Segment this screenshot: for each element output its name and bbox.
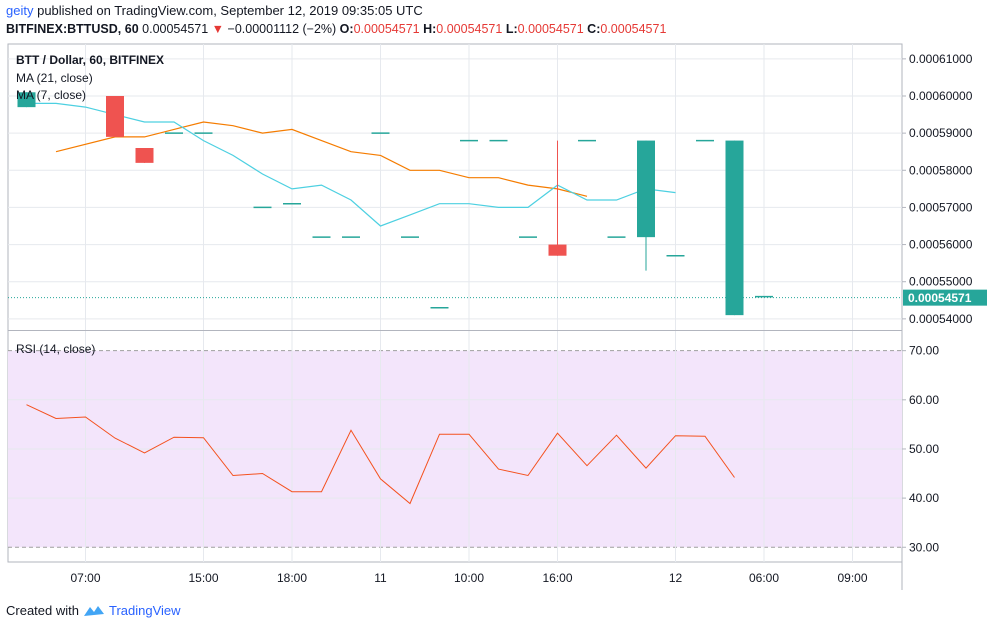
rsi-pane-title: RSI (14, close) xyxy=(16,342,95,356)
symbol-info-bar: BITFINEX:BTTUSD, 60 0.00054571 ▼ −0.0000… xyxy=(6,22,666,36)
last-price-tag xyxy=(903,289,987,306)
tradingview-brand[interactable]: TradingView xyxy=(108,603,181,618)
last-price: 0.00054571 xyxy=(142,22,209,36)
down-arrow-icon: ▼ xyxy=(211,22,225,36)
high-value: 0.00054571 xyxy=(436,22,503,36)
price-tick-label: 0.00057000 xyxy=(909,200,973,214)
price-tick-label: 0.00058000 xyxy=(909,163,973,177)
low-value: 0.00054571 xyxy=(517,22,584,36)
price-pane-title: BTT / Dollar, 60, BITFINEX xyxy=(16,53,164,67)
chart-frame xyxy=(7,43,903,590)
candle-body xyxy=(17,92,36,108)
rsi-tick-label: 70.00 xyxy=(909,344,939,358)
time-tick-label: 09:00 xyxy=(837,571,867,585)
candle-body xyxy=(106,96,124,137)
candles: 0.00054571 xyxy=(8,92,987,316)
price-tick-label: 0.00055000 xyxy=(909,275,973,289)
low-label: L: xyxy=(505,22,518,36)
open-label: O: xyxy=(339,22,354,36)
ma21-polyline xyxy=(55,121,588,197)
open-value: 0.00054571 xyxy=(353,22,420,36)
candle-body xyxy=(637,140,655,238)
ma21-legend: MA (21, close) xyxy=(16,71,93,85)
rsi-tick-label: 50.00 xyxy=(909,442,939,456)
candle-body xyxy=(135,148,154,163)
rsi-line xyxy=(26,404,735,505)
rsi-tick-label: 40.00 xyxy=(909,491,939,505)
ma7-polyline xyxy=(26,102,676,227)
time-tick-label: 06:00 xyxy=(749,571,779,585)
price-tick-label: 0.00056000 xyxy=(909,238,973,252)
footer: Created with TradingView xyxy=(6,603,181,618)
rsi-tick-label: 30.00 xyxy=(909,540,939,554)
time-tick-label: 07:00 xyxy=(70,571,100,585)
tradingview-logo-icon xyxy=(83,606,104,616)
ma21-line xyxy=(55,121,588,197)
axis-labels: 0.00054000 0.00055000 0.00056000 0.00057000… xyxy=(70,52,972,585)
price-change: −0.00001112 (−2%) xyxy=(227,22,337,36)
time-tick-label: 12 xyxy=(669,571,683,585)
close-label: C: xyxy=(587,22,601,36)
last-price-tag-text: 0.00054571 xyxy=(908,291,972,305)
ma7-legend: MA (7, close) xyxy=(16,88,86,102)
time-tick-label: 18:00 xyxy=(277,571,307,585)
close-value: 0.00054571 xyxy=(600,22,667,36)
publish-info: geity published on TradingView.com, Sept… xyxy=(6,3,423,18)
price-tick-label: 0.00054000 xyxy=(909,312,973,326)
publish-text: published on TradingView.com, September … xyxy=(37,3,423,18)
rsi-tick-label: 60.00 xyxy=(909,393,939,407)
price-grid xyxy=(8,44,902,330)
rsi-polyline xyxy=(26,404,735,505)
price-tick-label: 0.00061000 xyxy=(909,52,973,66)
publisher-name[interactable]: geity xyxy=(6,3,34,18)
time-tick-label: 15:00 xyxy=(188,571,218,585)
created-with-label: Created with xyxy=(6,603,79,618)
price-tick-label: 0.00059000 xyxy=(909,126,973,140)
ma7-line xyxy=(26,102,676,227)
chart-canvas[interactable]: 0.00054571 0.00054000 0.00055000 0.0005600… xyxy=(0,0,987,600)
candle-body xyxy=(548,244,567,256)
high-label: H: xyxy=(423,22,437,36)
time-tick-label: 16:00 xyxy=(542,571,572,585)
time-tick-label: 11 xyxy=(374,571,387,585)
price-tick-label: 0.00060000 xyxy=(909,89,973,103)
candle-body xyxy=(725,140,744,316)
time-tick-label: 10:00 xyxy=(454,571,484,585)
symbol-label: BITFINEX:BTTUSD, 60 xyxy=(6,22,139,36)
rsi-grid xyxy=(8,331,902,562)
